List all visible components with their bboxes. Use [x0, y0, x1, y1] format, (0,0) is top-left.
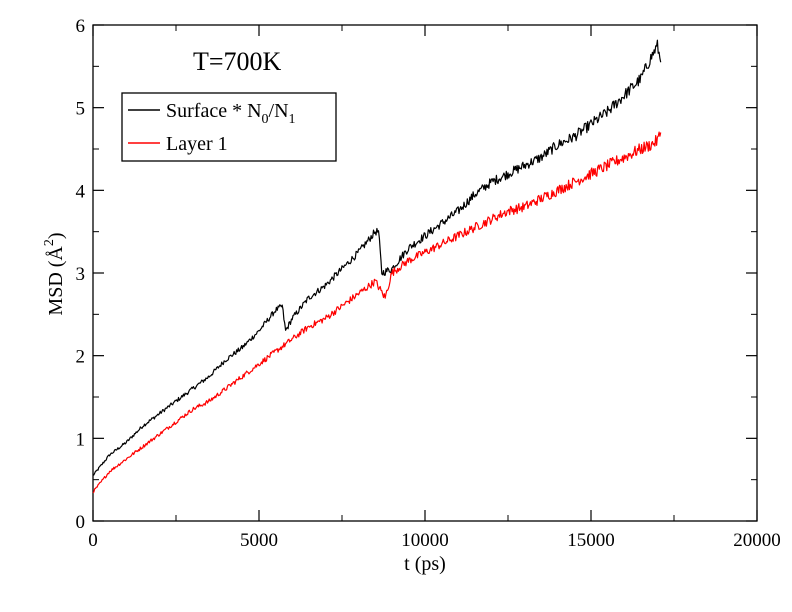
legend-label-surface-sub2: 1 [289, 112, 296, 127]
y-tick-label: 4 [76, 181, 86, 202]
y-axis-title-prefix: MSD ( [45, 260, 67, 315]
legend: Surface * N0/N1 Layer 1 [121, 92, 337, 162]
y-tick-label: 1 [76, 429, 86, 450]
y-tick-label: 0 [76, 512, 86, 533]
legend-label-surface-mid: /N [269, 100, 289, 122]
legend-label-surface-main: Surface * N [166, 100, 262, 122]
y-tick-label: 2 [76, 347, 86, 368]
legend-box [121, 92, 337, 162]
axis-ticks [92, 24, 758, 522]
y-axis-title-unit: Å [45, 246, 67, 261]
y-tick-label: 5 [76, 99, 86, 120]
x-tick-label: 10000 [401, 530, 449, 551]
y-axis-title: MSD (Å2) [42, 232, 67, 315]
x-axis-title: t (ps) [404, 553, 446, 575]
y-tick-label: 6 [76, 16, 86, 37]
legend-label-layer1: Layer 1 [166, 133, 228, 155]
legend-label-surface-sub1: 0 [262, 112, 269, 127]
series-line-surface [92, 39, 662, 476]
x-tick-label: 0 [88, 530, 98, 551]
series-line-layer1 [92, 131, 662, 494]
y-axis-title-sup: 2 [42, 239, 57, 246]
temperature-annotation: T=700K [193, 47, 282, 76]
x-tick-label: 20000 [733, 530, 781, 551]
series-layer [92, 39, 662, 494]
y-tick-label: 3 [76, 264, 86, 285]
legend-label-surface: Surface * N0/N1 [166, 100, 296, 127]
y-axis-title-suffix: ) [45, 232, 67, 239]
x-tick-label: 5000 [240, 530, 278, 551]
x-tick-label: 15000 [567, 530, 615, 551]
axis-tick-labels: 0 5000 10000 15000 20000 0 1 2 3 4 5 6 [76, 16, 781, 551]
